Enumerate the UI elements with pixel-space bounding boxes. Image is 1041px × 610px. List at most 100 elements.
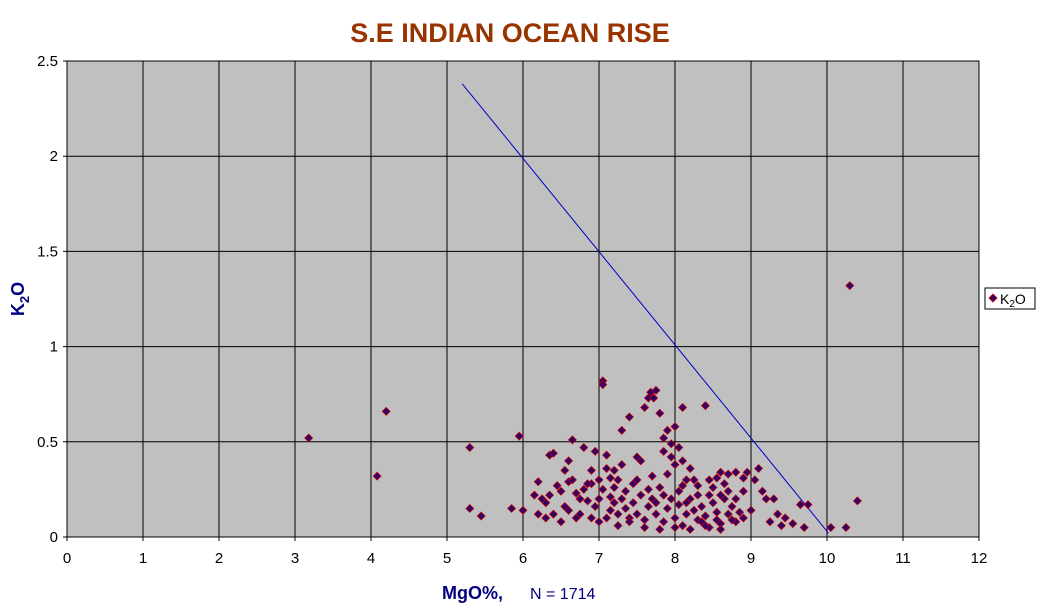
data-point: [605, 473, 615, 483]
x-tick-label: 10: [819, 550, 836, 567]
data-point: [476, 511, 486, 521]
data-point: [598, 484, 608, 494]
data-point: [712, 473, 722, 483]
data-point: [712, 515, 722, 525]
data-point: [586, 513, 596, 523]
x-tick-label: 9: [747, 550, 755, 567]
data-point: [617, 494, 627, 504]
data-point: [662, 469, 672, 479]
y-tick-label: 1: [50, 339, 58, 356]
data-point: [678, 521, 688, 531]
data-point: [689, 505, 699, 515]
data-point: [795, 500, 805, 510]
data-point: [605, 492, 615, 502]
data-point: [617, 425, 627, 435]
data-point: [693, 481, 703, 491]
data-point: [674, 443, 684, 453]
data-point: [575, 509, 585, 519]
data-point: [613, 509, 623, 519]
legend-label: K2O: [1000, 291, 1026, 310]
data-point: [727, 515, 737, 525]
data-point: [624, 412, 634, 422]
data-point: [723, 509, 733, 519]
data-point: [754, 463, 764, 473]
data-point: [567, 475, 577, 485]
data-point: [537, 494, 547, 504]
data-point: [723, 469, 733, 479]
data-point: [647, 471, 657, 481]
data-point: [697, 502, 707, 512]
data-point: [678, 481, 688, 491]
legend-label-main: K: [1000, 291, 1010, 307]
y-tick-label: 0.5: [37, 434, 58, 451]
data-point: [632, 452, 642, 462]
data-point: [602, 463, 612, 473]
data-point: [605, 505, 615, 515]
x-tick-label: 12: [971, 550, 988, 567]
data-point: [738, 486, 748, 496]
data-point: [685, 524, 695, 534]
y-axis-title-subscript: 2: [17, 296, 32, 303]
data-point: [590, 446, 600, 456]
y-tick-label: 1.5: [37, 243, 58, 260]
legend-label-end: O: [1015, 291, 1026, 307]
data-point: [590, 502, 600, 512]
data-point: [507, 503, 517, 513]
data-point: [738, 513, 748, 523]
data-point: [571, 488, 581, 498]
data-point: [613, 521, 623, 531]
trend-line: [461, 83, 829, 534]
data-point: [621, 486, 631, 496]
data-point: [304, 433, 314, 443]
data-point: [841, 522, 851, 532]
data-point: [719, 479, 729, 489]
data-point: [613, 475, 623, 485]
data-point: [685, 463, 695, 473]
data-point: [594, 494, 604, 504]
legend-box: [984, 287, 1036, 310]
data-point: [731, 467, 741, 477]
data-point: [655, 524, 665, 534]
data-point: [548, 509, 558, 519]
data-point: [666, 439, 676, 449]
data-point: [776, 521, 786, 531]
data-point: [780, 513, 790, 523]
data-point: [723, 486, 733, 496]
data-point: [765, 517, 775, 527]
data-point: [681, 498, 691, 508]
x-axis-tick-labels: 0 1 2 3 4 5 6 7 8 9 10 11 12: [63, 550, 988, 567]
data-point: [666, 494, 676, 504]
data-point: [609, 483, 619, 492]
data-point: [514, 431, 524, 441]
data-point: [655, 483, 665, 492]
data-point: [845, 281, 855, 291]
data-point: [708, 483, 718, 492]
x-tick-label: 0: [63, 550, 71, 567]
data-point: [716, 524, 726, 534]
data-point: [826, 522, 836, 532]
chart-title: S.E INDIAN OCEAN RISE: [350, 18, 670, 48]
sample-count-note: N = 1714: [530, 586, 595, 603]
data-point: [655, 408, 665, 418]
data-point: [640, 403, 650, 413]
data-point: [518, 505, 528, 515]
data-point: [681, 475, 691, 485]
data-point: [716, 490, 726, 500]
data-point: [586, 465, 596, 475]
trend-line-group: [461, 83, 829, 534]
data-point: [662, 425, 672, 435]
data-point: [575, 494, 585, 504]
data-point: [567, 435, 577, 445]
data-point: [738, 473, 748, 483]
data-point: [704, 475, 714, 485]
data-point: [594, 517, 604, 527]
data-point: [632, 509, 642, 519]
data-point: [636, 490, 646, 500]
data-point: [598, 380, 608, 390]
x-tick-label: 3: [291, 550, 299, 567]
y-tick-label: 2.5: [37, 53, 58, 70]
data-point: [670, 422, 680, 432]
data-point: [659, 490, 669, 500]
data-point: [803, 500, 813, 510]
data-point: [799, 522, 809, 532]
